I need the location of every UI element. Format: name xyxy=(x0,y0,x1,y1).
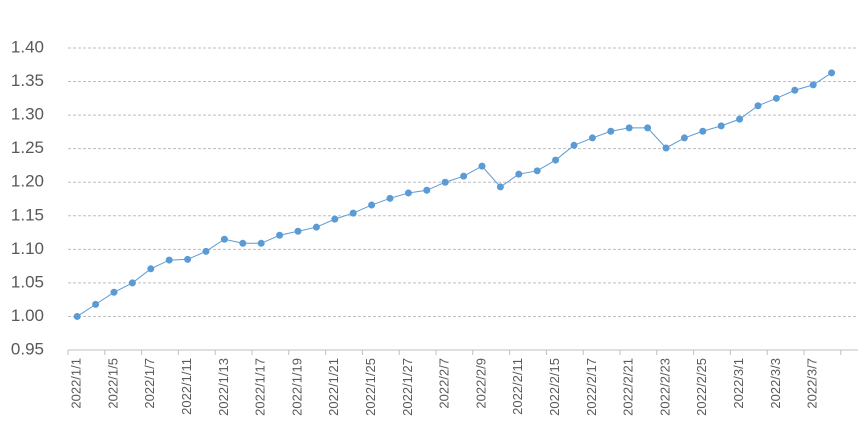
x-tick-label: 2022/1/1 xyxy=(69,358,84,409)
y-tick-label: 1.25 xyxy=(11,138,44,157)
x-tick-label: 2022/3/7 xyxy=(805,358,820,409)
point xyxy=(625,124,633,132)
point xyxy=(588,134,596,142)
point xyxy=(607,127,615,135)
point xyxy=(276,231,284,239)
point xyxy=(460,172,468,180)
x-tick-label: 2022/1/17 xyxy=(253,358,268,416)
point xyxy=(515,170,523,178)
point xyxy=(239,239,247,247)
point xyxy=(772,94,780,102)
point xyxy=(644,124,652,132)
y-tick-label: 1.05 xyxy=(11,272,44,291)
point xyxy=(331,215,339,223)
point xyxy=(828,69,836,77)
point xyxy=(552,156,560,164)
point xyxy=(754,102,762,110)
point xyxy=(110,288,118,296)
y-tick-label: 1.00 xyxy=(11,306,44,325)
x-tick-label: 2022/2/9 xyxy=(473,358,488,409)
point xyxy=(92,300,100,308)
x-tick-label: 2022/2/23 xyxy=(657,358,672,416)
x-tick-label: 2022/1/7 xyxy=(142,358,157,409)
x-tick-label: 2022/2/21 xyxy=(621,358,636,416)
y-tick-label: 1.35 xyxy=(11,71,44,90)
x-tick-label: 2022/1/5 xyxy=(105,358,120,409)
point xyxy=(368,201,376,209)
point xyxy=(147,265,155,273)
x-tick-label: 2022/2/15 xyxy=(547,358,562,416)
point xyxy=(165,256,173,264)
point xyxy=(809,81,817,89)
point xyxy=(73,312,81,320)
point xyxy=(699,127,707,135)
x-tick-label: 2022/1/27 xyxy=(400,358,415,416)
y-tick-label: 1.20 xyxy=(11,172,44,191)
y-tick-label: 1.15 xyxy=(11,205,44,224)
x-tick-label: 2022/1/11 xyxy=(179,358,194,415)
point xyxy=(349,209,357,217)
point xyxy=(533,167,541,175)
point xyxy=(220,235,228,243)
point xyxy=(128,279,136,287)
y-tick-label: 0.95 xyxy=(11,339,44,358)
x-tick-label: 2022/1/21 xyxy=(326,358,341,416)
point xyxy=(184,255,192,263)
y-tick-label: 1.40 xyxy=(11,37,44,56)
point xyxy=(312,223,320,231)
point xyxy=(202,247,210,255)
point xyxy=(570,141,578,149)
point xyxy=(423,186,431,194)
point xyxy=(404,189,412,197)
point xyxy=(478,162,486,170)
x-tick-label: 2022/1/25 xyxy=(363,358,378,416)
x-tick-label: 2022/1/13 xyxy=(216,358,231,416)
line xyxy=(76,72,832,317)
y-tick-label: 1.10 xyxy=(11,239,44,258)
x-tick-label: 2022/1/19 xyxy=(289,358,304,416)
point xyxy=(441,178,449,186)
point xyxy=(662,144,670,152)
point xyxy=(294,227,302,235)
x-tick-label: 2022/3/1 xyxy=(731,358,746,409)
x-tick-label: 2022/2/17 xyxy=(584,358,599,416)
point xyxy=(736,115,744,123)
x-tick-label: 2022/3/3 xyxy=(768,358,783,409)
x-tick-label: 2022/2/25 xyxy=(694,358,709,416)
point xyxy=(717,122,725,130)
point xyxy=(791,86,799,94)
point xyxy=(496,183,504,191)
x-tick-label: 2022/2/11 xyxy=(510,358,525,415)
point xyxy=(680,134,688,142)
point xyxy=(257,239,265,247)
y-tick-label: 1.30 xyxy=(11,105,44,124)
point xyxy=(386,194,394,202)
x-tick-label: 2022/2/7 xyxy=(437,358,452,409)
